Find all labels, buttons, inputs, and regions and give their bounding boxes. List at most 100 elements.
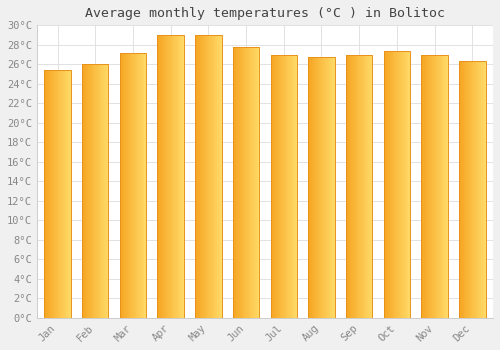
Bar xyxy=(98,64,99,318)
Bar xyxy=(218,35,219,318)
Bar xyxy=(233,47,234,318)
Bar xyxy=(239,47,240,318)
Bar xyxy=(409,51,410,318)
Bar xyxy=(428,55,430,318)
Bar xyxy=(250,47,252,318)
Bar xyxy=(106,64,108,318)
Bar xyxy=(134,52,135,318)
Bar xyxy=(273,55,274,318)
Bar xyxy=(295,55,296,318)
Bar xyxy=(202,35,203,318)
Bar xyxy=(213,35,214,318)
Bar xyxy=(318,57,319,318)
Bar xyxy=(322,57,324,318)
Bar xyxy=(252,47,253,318)
Bar xyxy=(122,52,124,318)
Bar xyxy=(158,35,160,318)
Bar xyxy=(384,51,385,318)
Bar xyxy=(317,57,318,318)
Bar xyxy=(198,35,200,318)
Bar xyxy=(195,35,196,318)
Bar xyxy=(142,52,144,318)
Bar xyxy=(362,55,364,318)
Bar xyxy=(394,51,395,318)
Bar xyxy=(430,55,431,318)
Bar xyxy=(367,55,368,318)
Bar xyxy=(475,61,476,318)
Bar xyxy=(319,57,320,318)
Bar xyxy=(296,55,297,318)
Bar xyxy=(177,35,178,318)
Bar xyxy=(353,55,354,318)
Bar xyxy=(392,51,394,318)
Bar xyxy=(89,64,90,318)
Bar xyxy=(481,61,482,318)
Bar xyxy=(69,70,70,318)
Bar xyxy=(58,70,59,318)
Bar xyxy=(278,55,280,318)
Bar xyxy=(233,47,260,318)
Bar xyxy=(214,35,216,318)
Bar xyxy=(390,51,391,318)
Bar xyxy=(467,61,468,318)
Bar xyxy=(482,61,483,318)
Bar xyxy=(397,51,398,318)
Bar xyxy=(120,52,121,318)
Bar xyxy=(216,35,217,318)
Bar xyxy=(366,55,367,318)
Bar xyxy=(70,70,71,318)
Bar xyxy=(447,55,448,318)
Bar xyxy=(328,57,330,318)
Bar xyxy=(270,55,297,318)
Bar xyxy=(469,61,470,318)
Bar xyxy=(66,70,68,318)
Bar xyxy=(99,64,100,318)
Bar xyxy=(290,55,291,318)
Bar xyxy=(126,52,127,318)
Bar xyxy=(94,64,96,318)
Bar xyxy=(434,55,436,318)
Bar xyxy=(128,52,130,318)
Bar xyxy=(100,64,102,318)
Bar xyxy=(281,55,282,318)
Bar xyxy=(52,70,53,318)
Bar xyxy=(284,55,286,318)
Bar xyxy=(82,64,84,318)
Bar xyxy=(169,35,170,318)
Bar xyxy=(384,51,410,318)
Bar xyxy=(368,55,369,318)
Bar xyxy=(272,55,274,318)
Bar xyxy=(424,55,425,318)
Bar xyxy=(308,57,334,318)
Bar xyxy=(248,47,250,318)
Bar xyxy=(275,55,276,318)
Bar xyxy=(258,47,260,318)
Bar xyxy=(462,61,464,318)
Bar xyxy=(466,61,467,318)
Bar xyxy=(56,70,58,318)
Bar xyxy=(97,64,98,318)
Bar xyxy=(404,51,405,318)
Bar xyxy=(445,55,446,318)
Bar xyxy=(288,55,289,318)
Bar xyxy=(178,35,180,318)
Bar xyxy=(144,52,146,318)
Bar xyxy=(195,35,222,318)
Bar xyxy=(203,35,204,318)
Bar xyxy=(127,52,128,318)
Bar xyxy=(320,57,322,318)
Bar xyxy=(132,52,133,318)
Bar xyxy=(446,55,447,318)
Bar xyxy=(68,70,69,318)
Bar xyxy=(195,35,196,318)
Bar xyxy=(90,64,91,318)
Bar xyxy=(350,55,352,318)
Bar xyxy=(389,51,390,318)
Bar xyxy=(327,57,328,318)
Bar xyxy=(308,57,310,318)
Bar xyxy=(238,47,239,318)
Bar xyxy=(167,35,168,318)
Bar xyxy=(459,61,485,318)
Bar xyxy=(276,55,278,318)
Bar xyxy=(384,51,386,318)
